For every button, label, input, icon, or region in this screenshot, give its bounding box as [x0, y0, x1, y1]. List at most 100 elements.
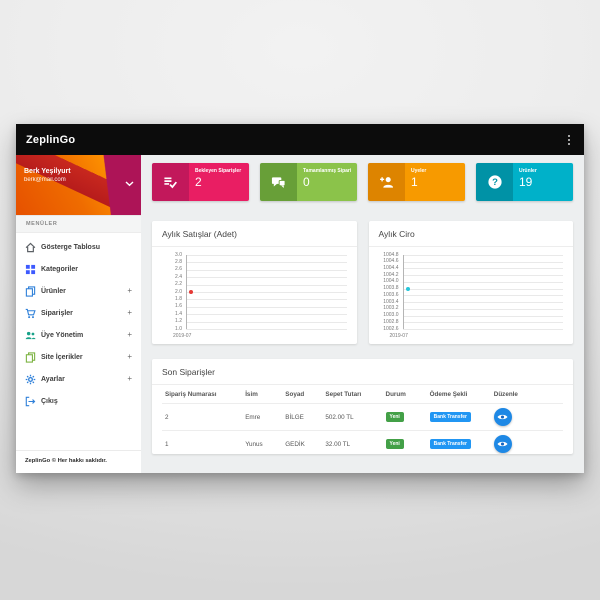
payment-badge: Bank Transfer — [429, 439, 471, 449]
stat-card-r-nler[interactable]: ? Ürünler 19 — [476, 163, 573, 201]
stat-value: 1 — [411, 175, 418, 189]
expand-plus-icon[interactable]: + — [127, 374, 132, 383]
gridline — [402, 281, 563, 283]
gridline — [186, 314, 347, 316]
gridline — [186, 284, 347, 286]
orders-col-header: Ödeme Şekli — [429, 391, 468, 398]
first-name-cell: Emre — [242, 403, 283, 431]
orders-col-header: Soyad — [285, 391, 305, 398]
eye-icon — [497, 440, 508, 448]
status-cell: Yeni — [382, 403, 427, 431]
stat-value: 19 — [519, 175, 533, 189]
orders-table: Sipariş Numarası İsim Soyad Sepet Tutarı Dur… — [162, 385, 563, 454]
expand-plus-icon[interactable]: + — [127, 286, 132, 295]
app-window: ZeplinGo Berk Yeşilyurt berk@mail.com ME… — [16, 124, 584, 473]
sidebar-item-kategoriler[interactable]: Kategoriler — [16, 258, 141, 280]
gridline — [186, 329, 347, 330]
expand-plus-icon[interactable]: + — [127, 352, 132, 361]
user-profile[interactable]: Berk Yeşilyurt berk@mail.com — [16, 155, 141, 215]
x-tick-label: 2019-07 — [389, 333, 408, 339]
y-tick-label: 2.6 — [175, 266, 182, 273]
stat-card-body: Üyeler 1 — [405, 163, 465, 201]
question-icon: ? — [476, 163, 513, 201]
orders-title: Son Siparişler — [152, 359, 573, 385]
y-tick-label: 1004.0 — [383, 278, 399, 285]
y-tick-label: 1004.2 — [383, 271, 399, 278]
chevron-down-icon[interactable] — [125, 181, 134, 187]
logout-icon — [25, 396, 41, 407]
view-order-button[interactable] — [493, 435, 512, 453]
app-layout: Berk Yeşilyurt berk@mail.com MENÜLER Gös… — [16, 155, 584, 473]
orders-col-header: Sipariş Numarası — [165, 391, 217, 398]
stat-card-bekleyen-sipari-ler[interactable]: Bekleyen Siparişler 2 — [152, 163, 249, 201]
y-axis — [402, 255, 404, 329]
recent-orders-card: Son Siparişler Sipariş Numarası İsim Soyad… — [152, 359, 573, 454]
orders-header-row: Sipariş Numarası İsim Soyad Sepet Tutarı Dur… — [162, 385, 563, 404]
y-tick-label: 1.8 — [175, 295, 182, 302]
gridline — [402, 275, 563, 277]
sidebar-item-ayarlar[interactable]: Ayarlar + — [16, 368, 141, 390]
gridline — [186, 255, 347, 256]
gridline — [186, 292, 347, 293]
expand-plus-icon[interactable]: + — [127, 330, 132, 339]
gridline — [186, 299, 347, 301]
stat-card-body: Ürünler 19 — [513, 163, 573, 201]
sidebar-section-label: MENÜLER — [16, 215, 141, 233]
y-tick-label: 2.4 — [175, 273, 182, 280]
gridline — [186, 306, 347, 308]
sidebar-item-site-i-erikler[interactable]: Site İçerikler + — [16, 346, 141, 368]
gridline — [186, 277, 347, 279]
chart-card-ayl-k-ciro: Aylık Ciro 1004.8 1004.6 1004.4 1004.2 1004.0… — [368, 221, 573, 344]
sidebar-item-g-sterge-tablosu[interactable]: Gösterge Tablosu — [16, 236, 141, 258]
sidebar-item-label: Gösterge Tablosu — [41, 243, 100, 251]
sidebar-item-k[interactable]: Çıkış — [16, 390, 141, 412]
expand-plus-icon[interactable]: + — [127, 308, 132, 317]
chart-plot: 3.0 2.8 2.6 2.4 2.2 2.0 1.8 1.6 1.4 1.2 1.0 2019-07 — [158, 252, 349, 347]
y-tick-label: 1003.2 — [383, 305, 399, 312]
gridline — [186, 269, 347, 271]
sidebar-item-label: Kategoriler — [41, 265, 78, 273]
sidebar-item-label: Siparişler — [41, 309, 73, 317]
stat-card-tamamlanm-sipari-ler[interactable]: Tamamlanmış Siparişler0 — [260, 163, 357, 201]
user-name: Berk Yeşilyurt — [24, 168, 71, 175]
y-tick-label: 1004.6 — [383, 258, 399, 265]
cart-icon — [25, 308, 41, 319]
cart-total-cell: 32.00 TL — [322, 430, 383, 454]
sidebar-item-sipari-ler[interactable]: Siparişler + — [16, 302, 141, 324]
y-tick-label: 1004.4 — [383, 264, 399, 271]
svg-text:?: ? — [492, 177, 498, 188]
stat-card-body: Tamamlanmış Siparişler0 — [297, 163, 357, 201]
last-name-cell: BİLGE — [282, 403, 323, 431]
y-tick-label: 1003.4 — [383, 298, 399, 305]
payment-badge: Bank Transfer — [429, 412, 471, 422]
view-order-button[interactable] — [493, 408, 512, 426]
orders-col-header: Sepet Tutarı — [325, 391, 362, 398]
order-number-cell: 1 — [162, 430, 243, 454]
orders-col-header: İsim — [245, 391, 258, 398]
last-name-cell: GEDİK — [282, 430, 323, 454]
home-icon — [25, 242, 41, 253]
status-badge: Yeni — [385, 412, 404, 422]
y-tick-label: 1003.6 — [383, 291, 399, 298]
chart-title: Aylık Ciro — [368, 221, 573, 247]
edit-cell — [490, 430, 563, 454]
kebab-menu-icon[interactable] — [564, 131, 574, 149]
stat-card-yeler[interactable]: Üyeler 1 — [368, 163, 465, 201]
payment-cell: Bank Transfer — [426, 403, 491, 431]
sidebar-item-label: Üye Yönetim — [41, 331, 84, 339]
sidebar-item-ye-y-netim[interactable]: Üye Yönetim + — [16, 324, 141, 346]
order-number-cell: 2 — [162, 403, 243, 431]
y-axis — [186, 255, 187, 329]
data-point — [405, 286, 410, 291]
y-tick-label: 2.2 — [175, 281, 182, 288]
stat-value: 0 — [303, 175, 310, 189]
sidebar-footer: ZeplinGo © Her hakkı saklıdır. — [16, 450, 141, 473]
gridline — [402, 308, 563, 310]
y-tick-label: 1003.8 — [383, 285, 399, 292]
sidebar-item-r-nler[interactable]: Ürünler + — [16, 280, 141, 302]
pages-icon — [25, 351, 41, 363]
status-cell: Yeni — [382, 430, 427, 454]
person-add-icon — [368, 163, 405, 201]
edit-cell — [490, 403, 563, 431]
